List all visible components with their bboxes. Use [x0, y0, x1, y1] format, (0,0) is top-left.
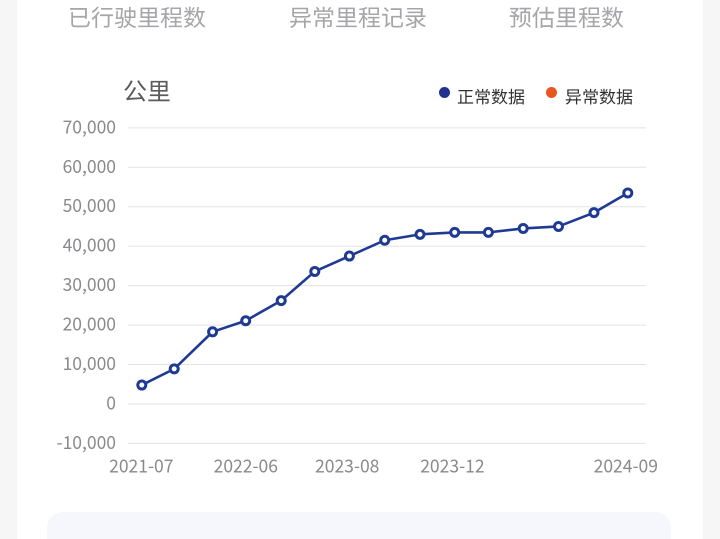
svg-text:2024-09: 2024-09	[594, 454, 658, 479]
svg-text:40,000: 40,000	[63, 233, 116, 258]
svg-text:50,000: 50,000	[63, 193, 116, 218]
svg-text:10,000: 10,000	[63, 351, 116, 376]
svg-text:2023-08: 2023-08	[315, 454, 379, 479]
svg-text:2023-12: 2023-12	[420, 454, 484, 479]
svg-text:20,000: 20,000	[63, 312, 116, 337]
svg-text:60,000: 60,000	[63, 154, 116, 179]
svg-text:30,000: 30,000	[63, 272, 116, 297]
svg-text:2021-07: 2021-07	[109, 454, 173, 479]
svg-text:0: 0	[106, 390, 116, 415]
svg-text:-10,000: -10,000	[57, 430, 117, 455]
svg-text:2022-06: 2022-06	[214, 454, 278, 479]
svg-text:70,000: 70,000	[63, 114, 116, 139]
